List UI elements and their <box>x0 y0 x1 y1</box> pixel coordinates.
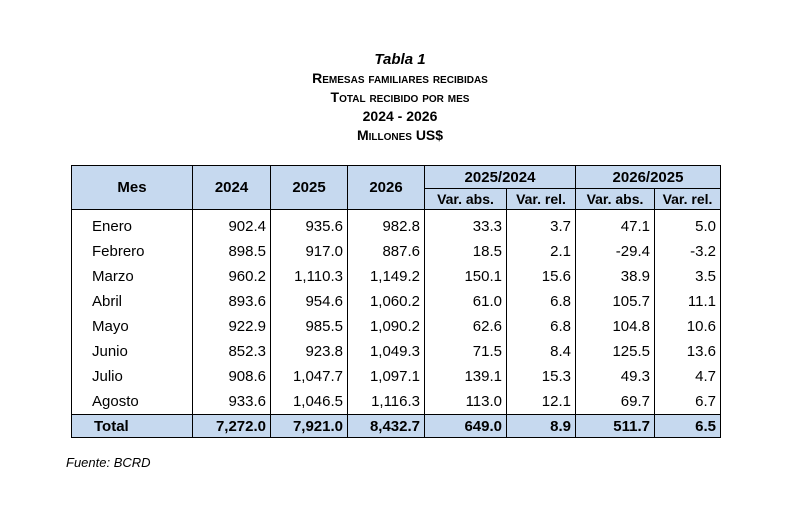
value-cell: 12.1 <box>506 389 576 415</box>
header-2025: 2025 <box>270 165 348 210</box>
header-group-2026-2025: 2026/2025 <box>575 165 721 189</box>
value-cell: 15.3 <box>506 364 576 389</box>
value-cell: 923.8 <box>270 339 348 364</box>
value-cell: 3.7 <box>506 209 576 239</box>
value-cell: 4.7 <box>654 364 721 389</box>
value-cell: 935.6 <box>270 209 348 239</box>
value-cell: 6.7 <box>654 389 721 415</box>
value-cell: 5.0 <box>654 209 721 239</box>
table-row: Junio 852.3 923.8 1,049.3 71.5 8.4 125.5 13.6 <box>71 339 721 364</box>
value-cell: 49.3 <box>575 364 655 389</box>
table-row: Enero 902.4 935.6 982.8 33.3 3.7 47.1 5.0 <box>71 209 721 239</box>
value-cell: 8.4 <box>506 339 576 364</box>
value-cell: 3.5 <box>654 264 721 289</box>
header-mes: Mes <box>71 165 193 210</box>
total-label: Total <box>71 414 193 438</box>
title-line-4: Millones US$ <box>356 127 444 143</box>
table-row: Abril 893.6 954.6 1,060.2 61.0 6.8 105.7 11.1 <box>71 289 721 314</box>
value-cell: 38.9 <box>575 264 655 289</box>
value-cell: 1,046.5 <box>270 389 348 415</box>
value-cell: 1,149.2 <box>347 264 425 289</box>
table-row: Febrero 898.5 917.0 887.6 18.5 2.1 -29.4 -3.2 <box>71 239 721 264</box>
total-cell: 7,272.0 <box>192 414 271 438</box>
value-cell: 62.6 <box>424 314 507 339</box>
value-cell: 893.6 <box>192 289 271 314</box>
total-cell: 8,432.7 <box>347 414 425 438</box>
value-cell: 954.6 <box>270 289 348 314</box>
title-line-2: Total recibido por mes <box>330 89 470 105</box>
value-cell: 1,110.3 <box>270 264 348 289</box>
total-cell: 7,921.0 <box>270 414 348 438</box>
title-line-3: 2024 - 2026 <box>362 108 438 124</box>
value-cell: 1,097.1 <box>347 364 425 389</box>
value-cell: 113.0 <box>424 389 507 415</box>
value-cell: 71.5 <box>424 339 507 364</box>
total-cell: 6.5 <box>654 414 721 438</box>
value-cell: 2.1 <box>506 239 576 264</box>
value-cell: -3.2 <box>654 239 721 264</box>
value-cell: 902.4 <box>192 209 271 239</box>
header-var-abs-2: Var. abs. <box>575 188 655 210</box>
header-var-rel-1: Var. rel. <box>506 188 576 210</box>
value-cell: 47.1 <box>575 209 655 239</box>
value-cell: 105.7 <box>575 289 655 314</box>
table-title-block: Tabla 1 Remesas familiares recibidas Tot… <box>0 50 800 145</box>
value-cell: 125.5 <box>575 339 655 364</box>
table-row: Mayo 922.9 985.5 1,090.2 62.6 6.8 104.8 10.6 <box>71 314 721 339</box>
value-cell: -29.4 <box>575 239 655 264</box>
value-cell: 61.0 <box>424 289 507 314</box>
header-var-abs-1: Var. abs. <box>424 188 507 210</box>
value-cell: 898.5 <box>192 239 271 264</box>
value-cell: 852.3 <box>192 339 271 364</box>
total-cell: 8.9 <box>506 414 576 438</box>
value-cell: 1,049.3 <box>347 339 425 364</box>
source-note: Fuente: BCRD <box>66 455 151 470</box>
value-cell: 13.6 <box>654 339 721 364</box>
value-cell: 985.5 <box>270 314 348 339</box>
value-cell: 18.5 <box>424 239 507 264</box>
remittances-table: Mes 2024 2025 2026 2025/2024 2026/2025 V… <box>71 165 721 438</box>
month-cell: Agosto <box>71 389 193 415</box>
header-2024: 2024 <box>192 165 271 210</box>
value-cell: 917.0 <box>270 239 348 264</box>
value-cell: 6.8 <box>506 289 576 314</box>
value-cell: 1,060.2 <box>347 289 425 314</box>
value-cell: 150.1 <box>424 264 507 289</box>
month-cell: Marzo <box>71 264 193 289</box>
value-cell: 104.8 <box>575 314 655 339</box>
month-cell: Abril <box>71 289 193 314</box>
month-cell: Febrero <box>71 239 193 264</box>
value-cell: 908.6 <box>192 364 271 389</box>
month-cell: Junio <box>71 339 193 364</box>
total-row: Total 7,272.0 7,921.0 8,432.7 649.0 8.9 … <box>71 414 721 438</box>
value-cell: 960.2 <box>192 264 271 289</box>
month-cell: Julio <box>71 364 193 389</box>
table-row: Marzo 960.2 1,110.3 1,149.2 150.1 15.6 38.9 3.5 <box>71 264 721 289</box>
value-cell: 1,116.3 <box>347 389 425 415</box>
total-cell: 649.0 <box>424 414 507 438</box>
value-cell: 139.1 <box>424 364 507 389</box>
table-row: Agosto 933.6 1,046.5 1,116.3 113.0 12.1 69.7 6.… <box>71 389 721 415</box>
value-cell: 887.6 <box>347 239 425 264</box>
value-cell: 1,047.7 <box>270 364 348 389</box>
month-cell: Mayo <box>71 314 193 339</box>
value-cell: 10.6 <box>654 314 721 339</box>
value-cell: 11.1 <box>654 289 721 314</box>
title-line-1: Remesas familiares recibidas <box>312 70 488 86</box>
table-row: Julio 908.6 1,047.7 1,097.1 139.1 15.3 49.3 4.7 <box>71 364 721 389</box>
value-cell: 6.8 <box>506 314 576 339</box>
header-group-2025-2024: 2025/2024 <box>424 165 576 189</box>
value-cell: 15.6 <box>506 264 576 289</box>
total-cell: 511.7 <box>575 414 655 438</box>
month-cell: Enero <box>71 209 193 239</box>
value-cell: 922.9 <box>192 314 271 339</box>
table-label: Tabla 1 <box>374 51 426 68</box>
value-cell: 1,090.2 <box>347 314 425 339</box>
value-cell: 982.8 <box>347 209 425 239</box>
header-2026: 2026 <box>347 165 425 210</box>
value-cell: 69.7 <box>575 389 655 415</box>
value-cell: 33.3 <box>424 209 507 239</box>
value-cell: 933.6 <box>192 389 271 415</box>
header-var-rel-2: Var. rel. <box>654 188 721 210</box>
